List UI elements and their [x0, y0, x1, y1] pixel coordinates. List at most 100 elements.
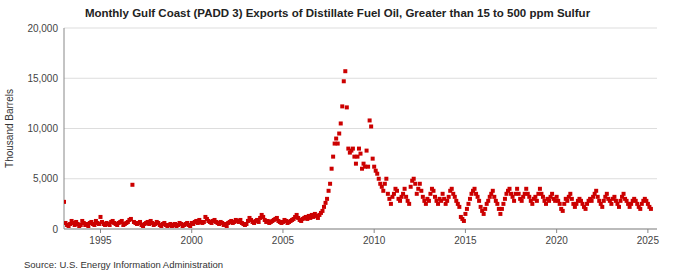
point: [330, 167, 334, 171]
point: [605, 192, 609, 196]
point: [389, 202, 393, 206]
point: [468, 197, 472, 201]
point: [495, 202, 499, 206]
point: [450, 187, 454, 191]
point: [441, 192, 445, 196]
x-tick-label: 2025: [637, 235, 660, 246]
x-tick: [556, 229, 557, 233]
grid-line: [64, 28, 657, 29]
point: [345, 105, 349, 109]
point: [381, 189, 385, 193]
point: [547, 199, 551, 203]
point: [412, 177, 416, 181]
x-tick: [647, 229, 648, 233]
point: [638, 207, 642, 211]
point: [98, 215, 102, 219]
y-tick-label: 10,000: [27, 123, 58, 134]
point: [512, 199, 516, 203]
point: [339, 121, 343, 125]
point: [594, 189, 598, 193]
point: [64, 200, 66, 204]
point: [501, 202, 505, 206]
y-axis-line: [64, 28, 65, 229]
point: [517, 192, 521, 196]
point: [368, 118, 372, 122]
point: [413, 182, 417, 186]
point: [498, 212, 502, 216]
point: [520, 199, 524, 203]
point: [433, 195, 437, 199]
point: [340, 104, 344, 108]
point: [466, 202, 470, 206]
point: [404, 195, 408, 199]
point: [395, 189, 399, 193]
x-tick: [282, 229, 283, 233]
grid-line: [64, 178, 657, 179]
grid-line: [64, 128, 657, 129]
point: [398, 199, 402, 203]
point: [343, 69, 347, 73]
point: [130, 183, 134, 187]
point: [617, 205, 621, 209]
point: [427, 199, 431, 203]
point: [322, 205, 326, 209]
point: [508, 187, 512, 191]
point: [483, 207, 487, 211]
x-axis-line: [64, 229, 657, 230]
point: [366, 165, 370, 169]
y-tick-label: 15,000: [27, 73, 58, 84]
x-tick-label: 2005: [272, 235, 295, 246]
point: [622, 192, 626, 196]
source-note: Source: U.S. Energy Information Administ…: [24, 259, 223, 270]
point: [327, 189, 331, 193]
grid-line: [64, 229, 657, 230]
point: [365, 149, 369, 153]
x-tick-label: 2015: [454, 235, 477, 246]
point: [384, 177, 388, 181]
y-tick-label: 0: [52, 224, 58, 235]
point: [369, 124, 373, 128]
point: [445, 199, 449, 203]
point: [612, 195, 616, 199]
point: [447, 195, 451, 199]
point: [354, 162, 358, 166]
grid-line: [64, 78, 657, 79]
x-tick-label: 1995: [89, 235, 112, 246]
x-tick: [100, 229, 101, 233]
point: [600, 205, 604, 209]
point: [503, 197, 507, 201]
title: Monthly Gulf Coast (PADD 3) Exports of D…: [85, 7, 591, 19]
point: [371, 157, 375, 161]
point: [465, 207, 469, 211]
point: [336, 142, 340, 146]
point: [479, 205, 483, 209]
point: [590, 199, 594, 203]
point: [558, 202, 562, 206]
point: [342, 79, 346, 83]
point: [324, 201, 328, 205]
x-tick-label: 2000: [181, 235, 204, 246]
point: [431, 189, 435, 193]
point: [337, 132, 341, 136]
point: [357, 147, 361, 151]
x-tick: [465, 229, 466, 233]
point: [463, 212, 467, 216]
point: [375, 172, 379, 176]
point: [453, 195, 457, 199]
point: [491, 189, 495, 193]
y-axis-label: Thousand Barrels: [4, 89, 15, 168]
point: [619, 199, 623, 203]
point: [538, 187, 542, 191]
point: [515, 187, 519, 191]
point: [476, 195, 480, 199]
point: [561, 209, 565, 213]
point: [473, 187, 477, 191]
point: [377, 177, 381, 181]
point: [596, 195, 600, 199]
x-tick: [374, 229, 375, 233]
point: [359, 152, 363, 156]
point: [477, 199, 481, 203]
point: [555, 195, 559, 199]
point: [570, 197, 574, 201]
point: [602, 199, 606, 203]
